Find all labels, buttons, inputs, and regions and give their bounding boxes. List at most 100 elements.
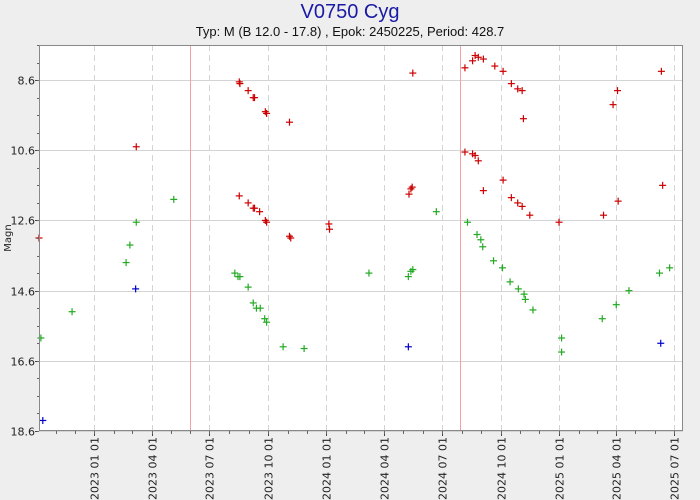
data-point (244, 283, 252, 291)
x-axis: 2023 01 01 2023 04 01 2023 07 01 2023 10 01… (56, 431, 682, 500)
data-point (122, 259, 130, 267)
data-point (558, 334, 566, 342)
data-point (325, 220, 333, 228)
data-point (261, 315, 269, 323)
data-point (132, 285, 140, 293)
data-point (263, 109, 271, 117)
data-point (432, 208, 440, 216)
data-point (614, 197, 622, 205)
x-tick-label: 2024 10 01 (496, 437, 509, 500)
data-point (479, 187, 487, 195)
data-point (474, 157, 482, 165)
data-point (519, 115, 527, 123)
data-point (598, 315, 606, 323)
data-point (256, 208, 264, 216)
data-point (300, 345, 308, 353)
data-point (514, 285, 522, 293)
y-tick-label: 14.6 (11, 286, 36, 299)
data-point (498, 264, 506, 272)
data-point (231, 269, 239, 277)
data-point (256, 304, 264, 312)
data-point (612, 301, 620, 309)
data-point (479, 55, 487, 63)
data-point (479, 243, 487, 251)
data-point (39, 416, 47, 424)
data-point (655, 269, 663, 277)
data-point (251, 94, 259, 102)
data-point (263, 318, 271, 326)
y-tick-label: 16.6 (11, 356, 36, 369)
data-point (499, 67, 507, 75)
data-point (614, 87, 622, 95)
data-point (263, 218, 271, 226)
data-point (555, 218, 563, 226)
data-point (285, 118, 293, 126)
data-point (249, 299, 257, 307)
grid (39, 45, 683, 432)
chart-title: V0750 Cyg (300, 1, 400, 23)
data-point (529, 306, 537, 314)
data-point (507, 194, 515, 202)
data-point (279, 343, 287, 351)
data-point (236, 273, 244, 281)
data-point (132, 143, 140, 151)
chart-subtitle: Typ: M (B 12.0 - 17.8) , Epok: 2450225, … (195, 24, 505, 39)
data-point (657, 67, 665, 75)
x-tick-label: 2023 01 01 (89, 437, 102, 500)
data-point (409, 69, 417, 77)
y-tick-label: 10.6 (11, 145, 36, 158)
data-point (474, 53, 482, 61)
data-point (471, 152, 479, 160)
y-tick-label: 18.6 (11, 426, 36, 439)
x-tick-label: 2024 04 01 (379, 437, 392, 500)
minima-lines (190, 45, 461, 431)
data-point (408, 183, 416, 191)
data-point (518, 202, 526, 210)
data-point (657, 339, 665, 347)
data-point (37, 334, 45, 342)
data-point (506, 278, 514, 286)
data-point (236, 80, 244, 88)
x-tick-label: 2023 07 01 (204, 437, 217, 500)
data-point (409, 266, 417, 274)
data-point (126, 241, 134, 249)
data-point (518, 87, 526, 95)
data-point (365, 269, 373, 277)
data-point (521, 295, 529, 303)
x-tick-label: 2023 10 01 (263, 437, 276, 500)
data-point (526, 211, 534, 219)
data-point (68, 308, 76, 316)
data-point (473, 230, 481, 238)
data-point (405, 190, 413, 198)
plot-area (39, 45, 683, 431)
data-point (666, 264, 674, 272)
data-point (625, 287, 633, 295)
data-point (520, 290, 528, 298)
data-point (244, 199, 252, 207)
data-point (507, 80, 515, 88)
data-point (477, 236, 485, 244)
y-axis-label: Magn (3, 224, 14, 251)
data-point (251, 204, 259, 212)
data-point (659, 181, 667, 189)
x-tick-label: 2023 04 01 (147, 437, 160, 500)
data-point (461, 148, 469, 156)
data-point (326, 225, 334, 233)
data-point (235, 192, 243, 200)
data-point (514, 85, 522, 93)
data-point (463, 218, 471, 226)
data-point (461, 64, 469, 72)
data-point (499, 176, 507, 184)
x-tick-label: 2025 04 01 (611, 437, 624, 500)
data-point (600, 211, 608, 219)
data-point (404, 343, 412, 351)
x-tick-label: 2024 01 01 (321, 437, 334, 500)
y-tick-label: 8.6 (18, 75, 36, 88)
plot-frame (39, 45, 683, 431)
data-point (244, 87, 252, 95)
data-point (609, 101, 617, 109)
y-tick-label: 12.6 (11, 215, 36, 228)
x-tick-label: 2025 07 01 (669, 437, 682, 500)
data-point (558, 348, 566, 356)
